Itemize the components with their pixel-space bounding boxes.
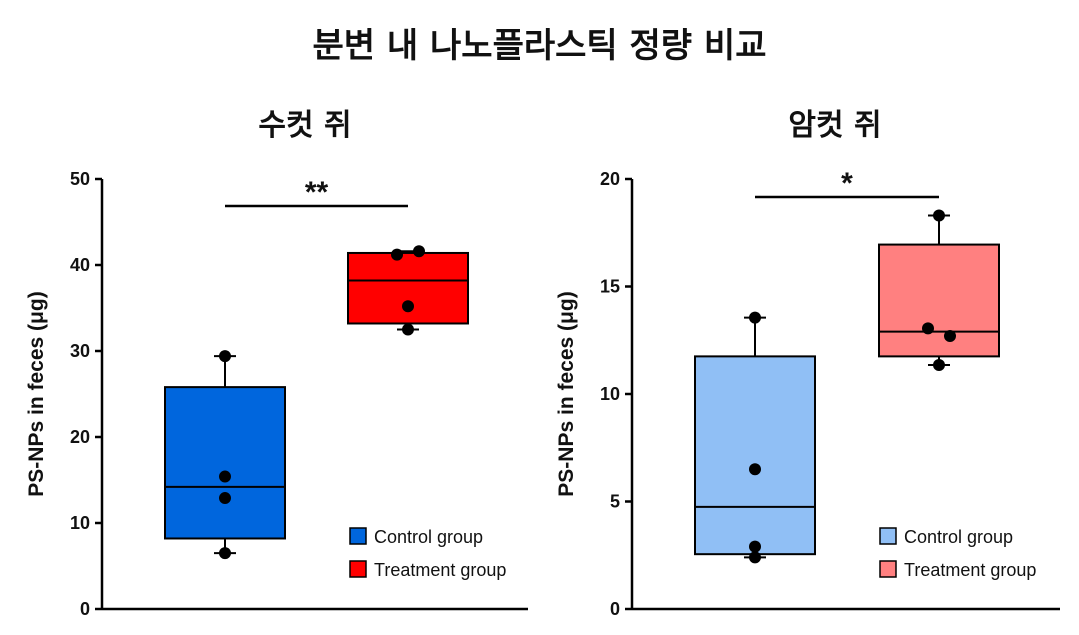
y-tick-label: 20 — [600, 169, 620, 189]
chart-title: 분변 내 나노플라스틱 정량 비교 — [312, 26, 767, 66]
legend-swatch — [349, 560, 367, 578]
y-tick-label: 40 — [70, 255, 90, 275]
legend-swatch — [349, 527, 367, 545]
data-point — [402, 300, 414, 313]
data-point — [933, 358, 945, 371]
data-point — [219, 547, 231, 560]
legend-label: Control group — [904, 527, 1013, 547]
chart-panel-1: 수컷 쥐 0 10 20 30 40 50 PS-NPs in feces (μg) ** Con… — [25, 108, 528, 619]
box-control — [694, 311, 816, 564]
data-point — [922, 322, 934, 335]
box-iqr — [347, 251, 469, 325]
box-iqr — [164, 386, 286, 540]
y-tick-label: 15 — [600, 277, 620, 297]
significance-label: * — [841, 167, 853, 200]
y-tick-label: 30 — [70, 341, 90, 361]
legend-label: Treatment group — [904, 560, 1036, 580]
data-point — [944, 329, 956, 342]
y-tick-label: 5 — [610, 492, 620, 512]
y-tick-label: 50 — [70, 169, 90, 189]
significance-label: ** — [305, 176, 329, 209]
data-point — [749, 551, 761, 564]
box-iqr — [694, 355, 816, 556]
y-axis-label: PS-NPs in feces (μg) — [555, 291, 578, 496]
legend-swatch — [879, 560, 897, 578]
y-tick-label: 10 — [70, 513, 90, 533]
data-point — [219, 470, 231, 483]
y-tick-label: 20 — [70, 427, 90, 447]
data-point — [749, 311, 761, 324]
data-point — [413, 245, 425, 258]
y-tick-label: 10 — [600, 384, 620, 404]
data-point — [933, 209, 945, 222]
legend-swatch — [879, 527, 897, 545]
box-treatment — [878, 209, 1000, 371]
data-point — [749, 540, 761, 553]
panel-title: 수컷 쥐 — [258, 108, 351, 143]
data-point — [749, 463, 761, 476]
box-treatment — [347, 245, 469, 336]
chart-panel-2: 암컷 쥐 0 5 10 15 20 PS-NPs in feces (μg) * Control… — [555, 108, 1060, 619]
legend-label: Control group — [374, 527, 483, 547]
data-point — [219, 350, 231, 363]
y-tick-label: 0 — [610, 599, 620, 619]
box-iqr — [878, 243, 1000, 358]
legend-label: Treatment group — [374, 560, 506, 580]
y-axis-label: PS-NPs in feces (μg) — [25, 291, 48, 496]
panel-title: 암컷 쥐 — [788, 108, 881, 143]
data-point — [402, 323, 414, 336]
box-control — [164, 350, 286, 560]
data-point — [219, 492, 231, 505]
data-point — [391, 248, 403, 261]
y-tick-label: 0 — [80, 599, 90, 619]
